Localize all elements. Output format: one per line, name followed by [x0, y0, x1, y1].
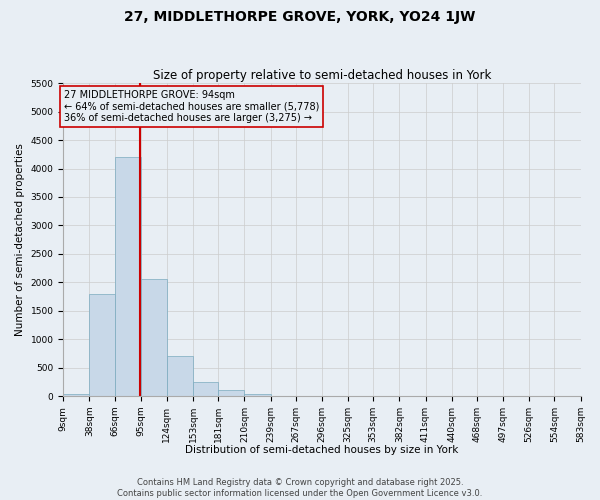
Bar	[63, 394, 89, 396]
Bar	[193, 382, 218, 396]
Bar	[141, 280, 167, 396]
Y-axis label: Number of semi-detached properties: Number of semi-detached properties	[15, 143, 25, 336]
Bar	[167, 356, 193, 396]
Title: Size of property relative to semi-detached houses in York: Size of property relative to semi-detach…	[153, 69, 491, 82]
Text: Contains HM Land Registry data © Crown copyright and database right 2025.
Contai: Contains HM Land Registry data © Crown c…	[118, 478, 482, 498]
X-axis label: Distribution of semi-detached houses by size in York: Distribution of semi-detached houses by …	[185, 445, 458, 455]
Text: 27, MIDDLETHORPE GROVE, YORK, YO24 1JW: 27, MIDDLETHORPE GROVE, YORK, YO24 1JW	[124, 10, 476, 24]
Bar	[89, 294, 115, 396]
Bar	[115, 157, 141, 396]
Bar	[218, 390, 244, 396]
Bar	[244, 394, 271, 396]
Text: 27 MIDDLETHORPE GROVE: 94sqm
← 64% of semi-detached houses are smaller (5,778)
3: 27 MIDDLETHORPE GROVE: 94sqm ← 64% of se…	[64, 90, 320, 123]
